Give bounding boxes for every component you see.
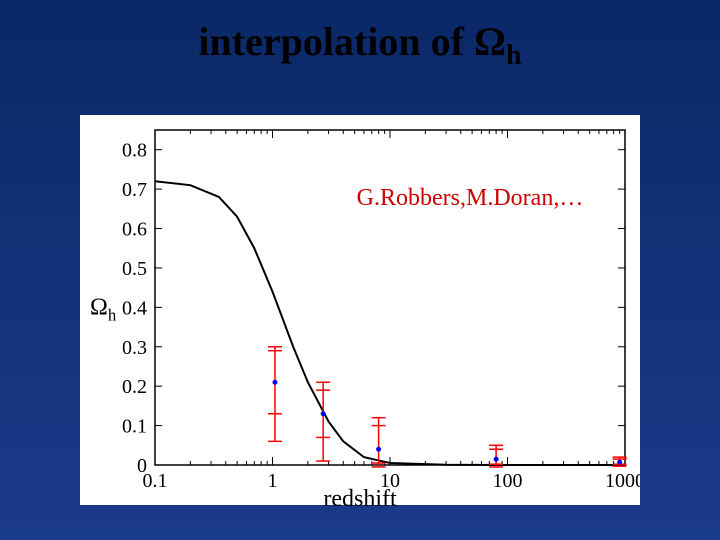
svg-text:0.3: 0.3 xyxy=(122,337,147,359)
title-prefix: interpolation of Ω xyxy=(198,19,506,64)
svg-text:1000: 1000 xyxy=(605,470,640,492)
slide: interpolation of Ωh G.Robbers,M.Doran,… … xyxy=(0,0,720,540)
chart: G.Robbers,M.Doran,… Ωh redshift 00.10.20… xyxy=(80,115,640,505)
svg-text:0.6: 0.6 xyxy=(122,219,147,241)
svg-text:10: 10 xyxy=(380,470,400,492)
credit-text: G.Robbers,M.Doran,… xyxy=(320,185,620,212)
svg-text:0.8: 0.8 xyxy=(122,140,147,162)
svg-text:0.5: 0.5 xyxy=(122,258,147,280)
title-subscript: h xyxy=(506,40,522,71)
svg-text:0.7: 0.7 xyxy=(122,179,147,201)
svg-text:0.4: 0.4 xyxy=(122,297,147,319)
svg-text:0.1: 0.1 xyxy=(143,470,168,492)
slide-title: interpolation of Ωh xyxy=(0,18,720,72)
svg-text:0.2: 0.2 xyxy=(122,376,147,398)
svg-text:0.1: 0.1 xyxy=(122,416,147,438)
chart-svg: 00.10.20.30.40.50.60.70.80.11101001000 xyxy=(80,115,640,505)
svg-text:100: 100 xyxy=(493,470,523,492)
svg-text:1: 1 xyxy=(268,470,278,492)
